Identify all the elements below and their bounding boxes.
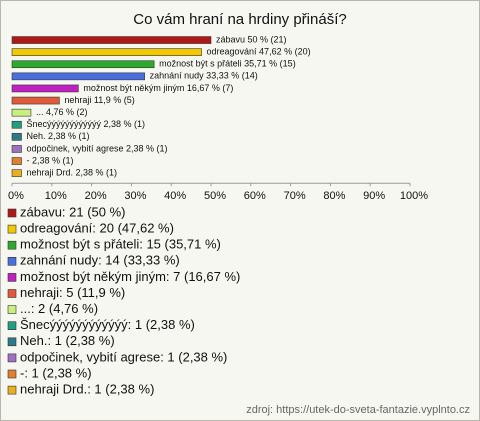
bar: [11, 145, 22, 153]
legend-swatch: [7, 321, 17, 331]
bar: [11, 84, 79, 93]
bar: [11, 108, 32, 117]
legend-swatch: [7, 240, 17, 250]
value-label: odpočinek, vybití agrese 2,38 % (1): [26, 143, 167, 153]
value-label: zábavu 50 % (21): [216, 34, 287, 44]
value-label: možnost být s přáteli 35,71 % (15): [159, 59, 296, 69]
x-tick-label: 20%: [85, 190, 107, 202]
legend-label: možnost být s přáteli: 15 (35,71 %): [20, 237, 221, 252]
bar: [11, 169, 22, 177]
legend-swatch: [7, 353, 17, 363]
legend-swatch: [7, 289, 17, 298]
bar: [11, 60, 155, 69]
legend-label: zahnání nudy: 14 (33,33 %): [20, 253, 180, 268]
legend-label: odpočinek, vybití agrese: 1 (2,38 %): [20, 349, 227, 364]
value-label: ... 4,76 % (2): [36, 107, 88, 117]
x-tick-label: 30%: [124, 190, 146, 202]
legend-label: nehraji Drd.: 1 (2,38 %): [20, 382, 154, 397]
legend-swatch: [7, 256, 17, 266]
value-label: možnost být někým jiným 16,67 % (7): [83, 83, 233, 93]
value-label: odreagování 47,62 % (20): [207, 47, 311, 57]
legend-label: Neh.: 1 (2,38 %): [20, 333, 115, 348]
value-label: nehraji Drd. 2,38 % (1): [26, 168, 117, 178]
legend-label: ...: 2 (4,76 %): [20, 301, 98, 316]
legend-label: nehraji: 5 (11,9 %): [20, 285, 125, 300]
bar: [11, 48, 202, 56]
legend-swatch: [7, 224, 17, 234]
legend-label: možnost být někým jiným: 7 (16,67 %): [20, 269, 240, 284]
legend-label: odreagování: 20 (47,62 %): [20, 221, 174, 236]
value-label: nehraji 11,9 % (5): [64, 95, 134, 105]
bar: [11, 133, 22, 141]
value-label: - 2,38 % (1): [26, 155, 73, 165]
x-tick-label: 90%: [363, 190, 385, 202]
legend-label: zábavu: 21 (50 %): [20, 204, 126, 219]
x-tick-label: 60%: [244, 190, 266, 202]
value-label: Šnecýýýýýýýýýýýý 2,38 % (1): [26, 119, 145, 129]
x-tick-label: 70%: [284, 190, 306, 202]
legend-swatch: [7, 208, 17, 218]
bar: [11, 36, 212, 44]
x-tick-label: 50%: [204, 190, 226, 202]
bar: [11, 120, 22, 129]
x-tick-label: 40%: [164, 190, 186, 202]
legend-label: -: 1 (2,38 %): [20, 365, 92, 380]
legend-swatch: [7, 385, 17, 395]
x-tick-label: 80%: [323, 190, 345, 202]
legend-swatch: [7, 273, 17, 282]
value-label: Neh. 2,38 % (1): [26, 131, 89, 141]
x-tick-label: 100%: [400, 190, 428, 202]
legend-label: Šnecýýýýýýýýýýýý: 1 (2,38 %): [20, 317, 195, 332]
legend-swatch: [7, 305, 17, 314]
bar: [11, 72, 145, 81]
bar: [11, 157, 22, 165]
value-label: zahnání nudy 33,33 % (14): [150, 71, 258, 81]
chart-title: Co vám hraní na hrdiny přináší?: [133, 11, 346, 28]
legend-swatch: [7, 369, 17, 379]
source: zdroj: https://utek-do-sveta-fantazie.vy…: [246, 404, 470, 416]
legend-swatch: [7, 337, 17, 347]
x-tick-label: 0%: [8, 190, 24, 202]
bar: [11, 96, 60, 105]
x-tick-label: 10%: [45, 190, 67, 202]
